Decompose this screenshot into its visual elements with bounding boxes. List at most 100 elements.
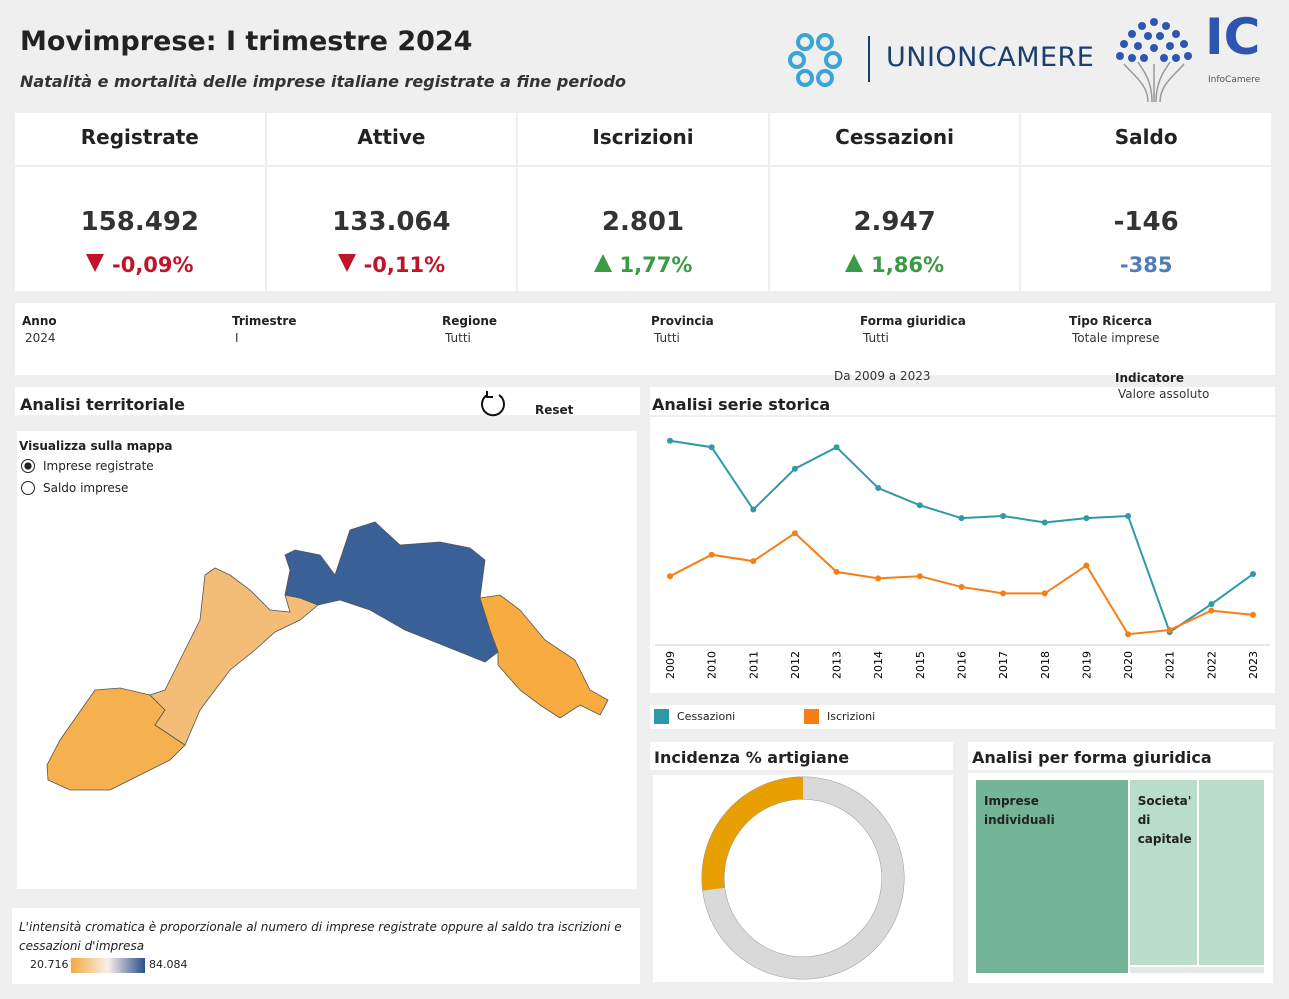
point [833,444,840,451]
point [667,573,673,580]
x-tick-label: 2014 [872,651,885,679]
province[interactable] [284,521,499,663]
trend-arrow [845,254,864,272]
donut-chart [653,775,953,982]
point [750,506,757,513]
series-header: Analisi serie storica Indicatore Valore … [650,371,1275,415]
reset-icon[interactable] [478,389,508,419]
x-tick-label: 2016 [956,651,969,679]
radio[interactable] [21,459,35,473]
point [1250,611,1256,618]
trend-arrow [593,254,612,272]
radio[interactable] [21,481,35,495]
treemap-label: Societa' di capitale [1137,794,1192,846]
x-tick-label: 2020 [1122,651,1135,679]
treemap-cell [1199,780,1264,965]
trend-arrow [86,254,104,272]
title: Movimprese: I trimestre 2024 [20,26,473,57]
point [708,551,715,558]
kpi-card: 133.064 -0,11% [266,167,517,291]
trend-arrow [337,254,356,272]
x-tick-label: 2012 [789,651,802,679]
treemap-cell [1129,966,1264,973]
filter-value: 2024 [25,331,56,345]
legend-label: Iscrizioni [827,710,876,723]
delta-text: 1,77% [619,253,693,277]
point [791,465,798,472]
treemap-header: Analisi per forma giuridica [968,742,1273,770]
point [958,515,965,522]
x-tick-label: 2022 [1205,651,1218,679]
point [1208,601,1215,608]
kpi-card: 2.947 1,86% [769,167,1020,291]
point [1125,631,1132,638]
legend-swatch [804,709,819,724]
kpi-header: Saldo [1021,113,1271,165]
x-tick-label: 2023 [1247,651,1260,679]
filter-value: Tutti [863,331,889,345]
radio-label: Imprese registrate [43,459,154,473]
line-chart: 2009 2010 2011 2012 2013 2014 2015 2016 2017 2018… [650,417,1275,693]
kpi-card: 158.492 -0,09% [15,167,265,291]
indicator-value: Valore assoluto [1118,387,1210,401]
point [1041,519,1048,526]
point [916,502,923,509]
panel-title: Analisi serie storica [652,395,831,414]
province[interactable] [479,594,609,719]
kpi-card: -146 -385 [1021,167,1271,291]
map [46,521,609,791]
donut-segment [702,777,904,979]
panel-title: Analisi territoriale [20,395,186,414]
filter-value: Totale imprese [1072,331,1160,345]
x-tick-label: 2019 [1080,651,1093,679]
delta-text: -0,11% [363,253,446,277]
legend-max: 84.084 [149,958,188,971]
point [875,485,882,492]
logo-divider [868,36,870,82]
kpi-value: -146 [1113,207,1179,237]
logo2: IC [1205,8,1261,66]
legend-swatch [654,709,669,724]
kpi-header: Registrate [15,113,265,165]
point [1083,515,1090,522]
range-label: Da 2009 a 2023 [834,369,931,383]
delta-text: 1,86% [871,253,945,277]
delta-text: -0,09% [112,253,194,277]
filter-value: I [235,331,239,345]
filter-value: Tutti [445,331,471,345]
options-title: Visualizza sulla mappa [19,439,173,453]
x-tick-label: 2013 [831,651,844,679]
x-tick-label: 2015 [914,651,927,679]
donut-segment [702,777,804,891]
point [1083,562,1090,569]
filter-label: Forma giuridica [860,314,966,328]
legend: Cessazioni Iscrizioni [650,705,1275,729]
filter-value: Tutti [654,331,680,345]
kpi-value: 133.064 [332,207,451,237]
filter-label: Trimestre [232,314,297,328]
map-legend: L'intensità cromatica è proporzionale al… [12,908,640,984]
panel-title: Analisi per forma giuridica [972,748,1212,767]
point [667,437,673,444]
filter-label: Anno [22,314,57,328]
kpi-delta: -385 [1021,253,1271,277]
point [1000,590,1007,597]
radio-label: Saldo imprese [43,481,129,495]
point [708,444,715,451]
panel-title: Incidenza % artigiane [654,748,850,767]
point [1000,513,1007,519]
reset-button[interactable]: Reset [535,403,574,417]
logo2-sub: InfoCamere [1208,75,1261,85]
indicator-label: Indicatore [1115,371,1184,385]
logo-text: UNIONCAMERE [886,42,1095,73]
filter-label: Tipo Ricerca [1069,314,1153,328]
point [791,530,798,537]
point [1125,513,1132,519]
kpi-value: 2.947 [853,207,936,237]
map-header: Analisi territoriale Reset [15,387,640,417]
kpi-delta: -0,09% [15,253,265,277]
legend-note: L'intensità cromatica è proporzionale al… [19,920,622,953]
logo-tree [1116,18,1192,103]
x-tick-label: 2017 [997,651,1010,679]
subtitle: Natalità e mortalità delle imprese itali… [20,72,627,91]
